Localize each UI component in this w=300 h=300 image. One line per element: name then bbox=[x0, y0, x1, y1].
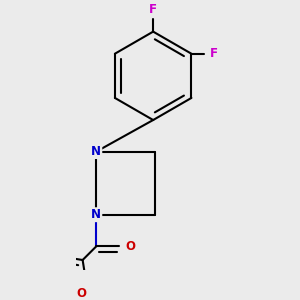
Text: O: O bbox=[125, 240, 135, 253]
Text: N: N bbox=[91, 145, 101, 158]
Text: O: O bbox=[76, 287, 86, 300]
Text: F: F bbox=[149, 3, 157, 16]
Text: F: F bbox=[209, 47, 217, 60]
Text: N: N bbox=[91, 208, 101, 221]
